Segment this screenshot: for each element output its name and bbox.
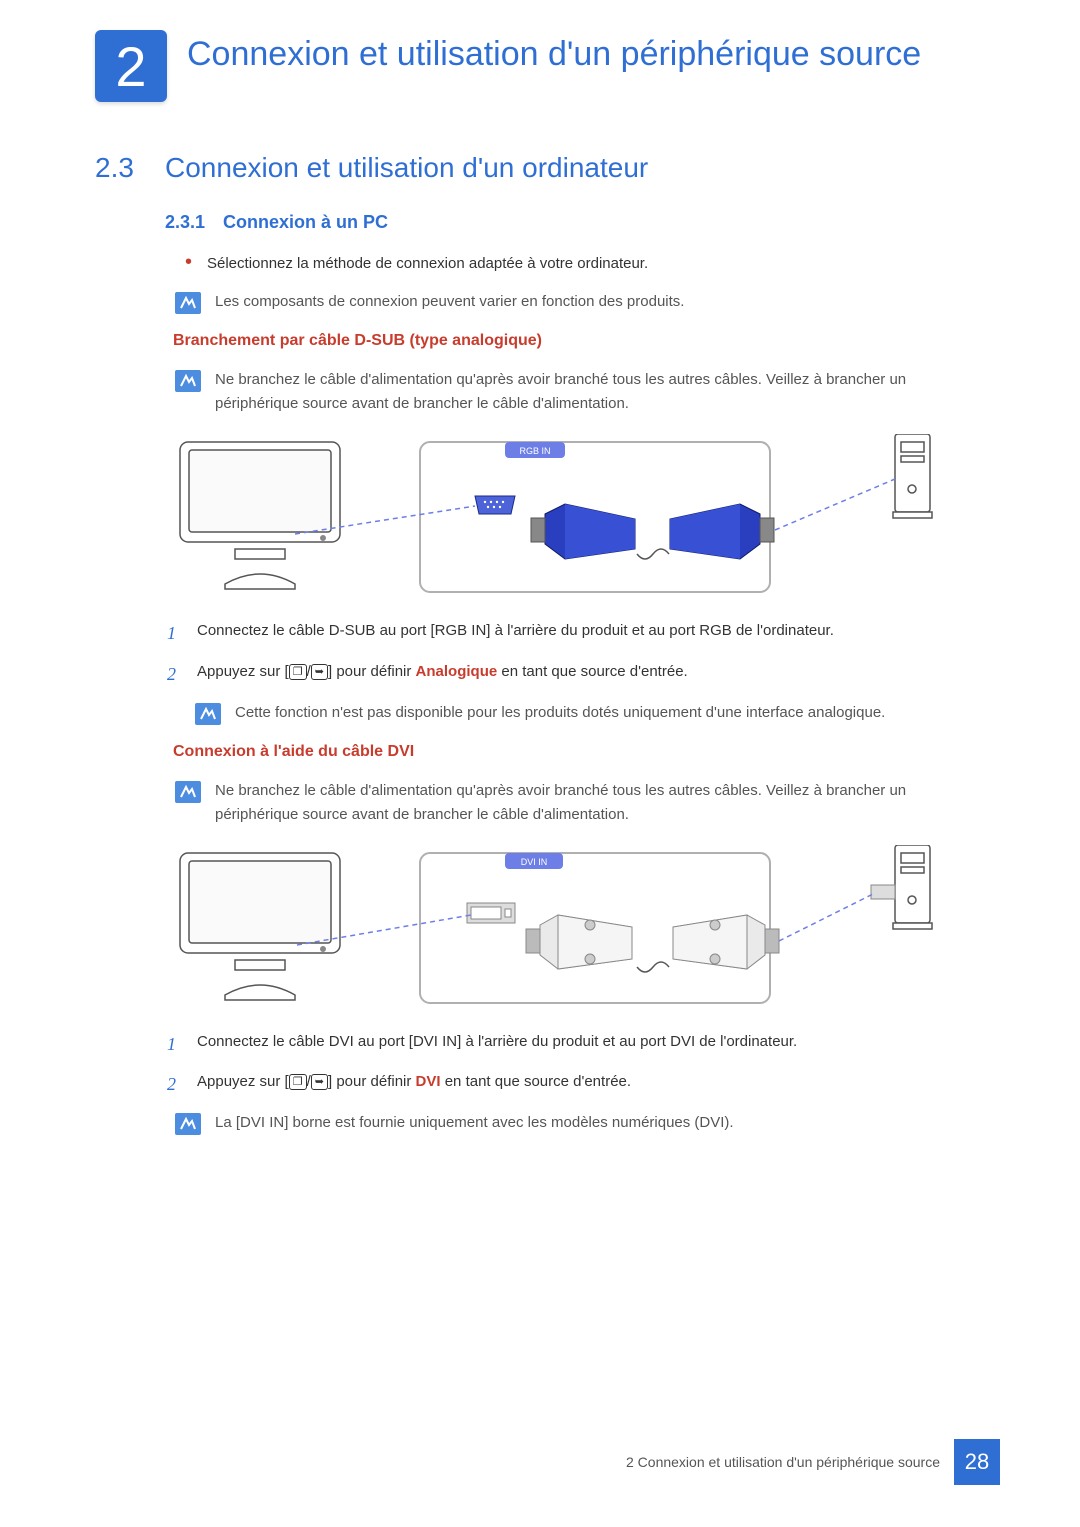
subsection-title: Connexion à un PC <box>223 212 388 233</box>
note-row: Ne branchez le câble d'alimentation qu'a… <box>175 368 985 416</box>
button-glyph-icon: ❐ <box>289 1074 307 1090</box>
step-row: 2 Appuyez sur [❐/➥] pour définir Analogi… <box>167 660 985 689</box>
note-icon <box>175 1113 201 1135</box>
step-text: Connectez le câble D-SUB au port [RGB IN… <box>197 619 834 648</box>
note-icon <box>195 703 221 725</box>
step-text: Appuyez sur [❐/➥] pour définir Analogiqu… <box>197 660 688 689</box>
subsection-number: 2.3.1 <box>165 212 223 233</box>
chapter-title: Connexion et utilisation d'un périphériq… <box>187 30 921 75</box>
dsub-heading: Branchement par câble D-SUB (type analog… <box>173 332 985 350</box>
page-header: 2 Connexion et utilisation d'un périphér… <box>0 0 1080 112</box>
note-text: Ne branchez le câble d'alimentation qu'a… <box>215 779 985 827</box>
note-row: La [DVI IN] borne est fournie uniquement… <box>175 1111 985 1135</box>
step-number: 2 <box>167 1070 197 1099</box>
step-row: 1 Connectez le câble D-SUB au port [RGB … <box>167 619 985 648</box>
step-text: Connectez le câble DVI au port [DVI IN] … <box>197 1030 797 1059</box>
step-row: 1 Connectez le câble DVI au port [DVI IN… <box>167 1030 985 1059</box>
dvi-diagram: DVI IN <box>175 845 935 1010</box>
footer-text: 2 Connexion et utilisation d'un périphér… <box>626 1454 940 1470</box>
step-text: Appuyez sur [❐/➥] pour définir DVI en ta… <box>197 1070 631 1099</box>
note-icon <box>175 292 201 314</box>
port-label: RGB IN <box>519 446 550 456</box>
note-row: Les composants de connexion peuvent vari… <box>175 290 985 314</box>
note-row: Cette fonction n'est pas disponible pour… <box>195 701 985 725</box>
button-glyph-icon: ➥ <box>311 1074 328 1090</box>
section-number: 2.3 <box>95 152 165 184</box>
port-label: DVI IN <box>521 857 548 867</box>
chapter-number-badge: 2 <box>95 30 167 102</box>
step-number: 1 <box>167 1030 197 1059</box>
bullet-dot-icon: • <box>185 255 207 272</box>
note-text: La [DVI IN] borne est fournie uniquement… <box>215 1111 734 1135</box>
dsub-diagram: RGB IN <box>175 434 935 599</box>
subsection-heading: 2.3.1 Connexion à un PC <box>165 212 985 233</box>
step-row: 2 Appuyez sur [❐/➥] pour définir DVI en … <box>167 1070 985 1099</box>
note-row: Ne branchez le câble d'alimentation qu'a… <box>175 779 985 827</box>
note-text: Cette fonction n'est pas disponible pour… <box>235 701 885 725</box>
section-heading: 2.3 Connexion et utilisation d'un ordina… <box>95 152 985 184</box>
step-number: 2 <box>167 660 197 689</box>
button-glyph-icon: ➥ <box>311 664 328 680</box>
page-content: 2.3 Connexion et utilisation d'un ordina… <box>0 112 1080 1135</box>
page-footer: 2 Connexion et utilisation d'un périphér… <box>626 1439 1000 1485</box>
step-number: 1 <box>167 619 197 648</box>
note-icon <box>175 781 201 803</box>
bullet-text: Sélectionnez la méthode de connexion ada… <box>207 255 648 272</box>
bullet-item: • Sélectionnez la méthode de connexion a… <box>185 255 985 272</box>
button-glyph-icon: ❐ <box>289 664 307 680</box>
section-title: Connexion et utilisation d'un ordinateur <box>165 152 648 184</box>
dvi-heading: Connexion à l'aide du câble DVI <box>173 743 985 761</box>
note-text: Les composants de connexion peuvent vari… <box>215 290 684 314</box>
page-number: 28 <box>954 1439 1000 1485</box>
note-icon <box>175 370 201 392</box>
note-text: Ne branchez le câble d'alimentation qu'a… <box>215 368 985 416</box>
